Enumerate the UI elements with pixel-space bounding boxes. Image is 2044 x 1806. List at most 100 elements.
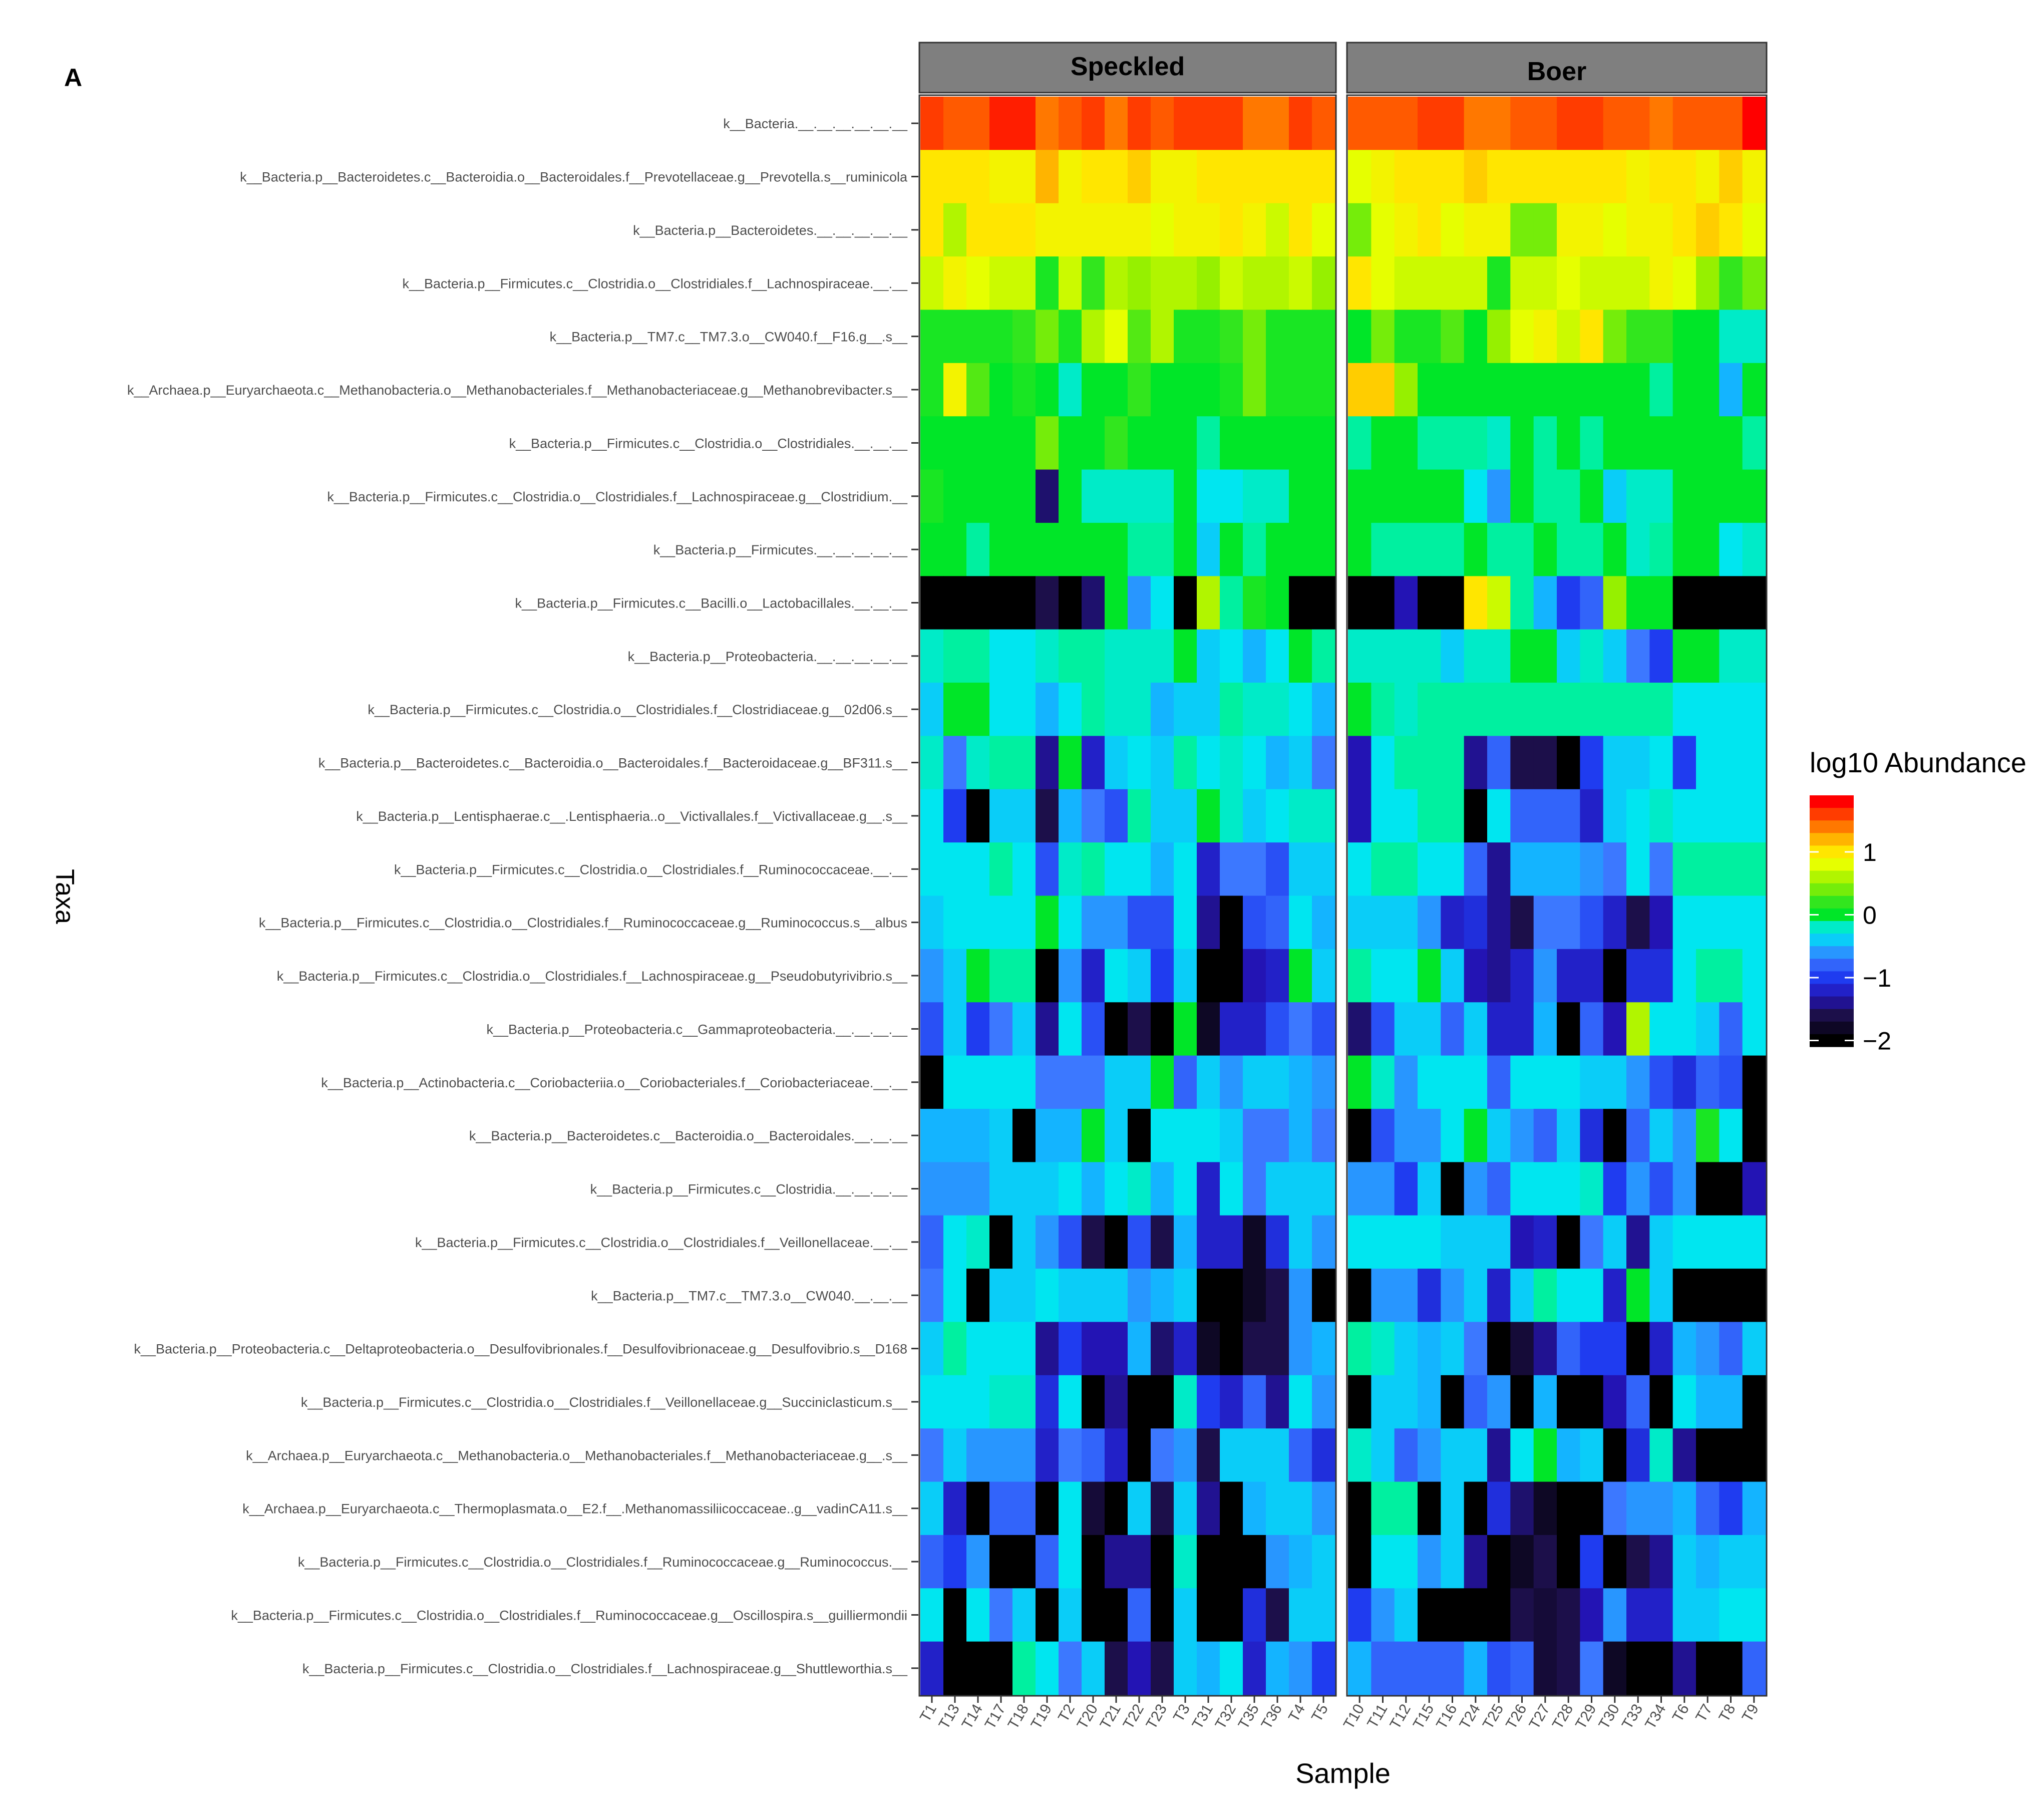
heatmap-cell [1174, 1269, 1197, 1323]
heatmap-cell [1289, 522, 1312, 576]
heatmap-cell [1533, 1481, 1557, 1536]
heatmap-cell [920, 1428, 944, 1482]
heatmap-cell [1348, 1535, 1372, 1589]
heatmap-cell [1533, 522, 1557, 576]
taxon-label: k__Bacteria.p__Firmicutes.c__Clostridia.… [277, 969, 908, 984]
taxon-label: k__Archaea.p__Euryarchaeota.c__Methanoba… [127, 383, 908, 398]
heatmap-cell [1742, 1002, 1766, 1056]
heatmap-cell [1394, 1535, 1418, 1589]
heatmap-cell [1266, 363, 1289, 417]
heatmap-cell [1174, 895, 1197, 950]
heatmap-cell [1464, 1375, 1488, 1429]
heatmap-cell [1649, 1162, 1673, 1216]
heatmap-cell [1441, 310, 1465, 364]
heatmap-cell [1418, 1535, 1441, 1589]
heatmap-cell [1243, 150, 1266, 204]
heatmap-cell [1464, 895, 1488, 950]
heatmap-cell [1510, 1641, 1534, 1695]
heatmap-cell [1174, 1215, 1197, 1269]
heatmap-cell [1036, 522, 1059, 576]
heatmap-cell [1510, 203, 1534, 257]
heatmap-cell [1082, 1002, 1105, 1056]
heatmap-cell [1533, 949, 1557, 1003]
heatmap-cell [1174, 97, 1197, 150]
heatmap-cell [1371, 1269, 1395, 1323]
heatmap-cell [1174, 416, 1197, 470]
taxon-label: k__Bacteria.p__Firmicutes.c__Bacilli.o__… [515, 596, 908, 611]
heatmap-cell [1649, 683, 1673, 736]
heatmap-cell [1036, 1641, 1059, 1695]
taxon-label: k__Bacteria.p__Firmicutes.c__Clostridia.… [415, 1235, 908, 1250]
heatmap-cell [1128, 1055, 1151, 1109]
heatmap-cell [1220, 363, 1243, 417]
heatmap-cell [1082, 842, 1105, 896]
heatmap-cell [1603, 1108, 1627, 1162]
legend-color-step [1810, 833, 1854, 846]
color-legend: log10 Abundance 1 0 −1 −2 [1810, 747, 2026, 1055]
heatmap-cell [920, 469, 944, 523]
heatmap-cell [1394, 1428, 1418, 1482]
heatmap-cell [1151, 1108, 1174, 1162]
heatmap-cell [1220, 1055, 1243, 1109]
heatmap-cell [1197, 629, 1220, 683]
taxon-label: k__Bacteria.p__Lentisphaerae.c__.Lentisp… [356, 809, 908, 824]
heatmap-cell [1243, 416, 1266, 470]
taxon-label: k__Bacteria.p__Bacteroidetes.c__Bacteroi… [318, 756, 908, 771]
heatmap-cell [1082, 949, 1105, 1003]
heatmap-cell [1151, 97, 1174, 150]
heatmap-cell [989, 97, 1013, 150]
heatmap-cell [1626, 150, 1650, 204]
heatmap-cell [1719, 416, 1743, 470]
heatmap-cell [1105, 1322, 1128, 1376]
heatmap-cell [1626, 522, 1650, 576]
heatmap-cell [1719, 1481, 1743, 1536]
heatmap-cell [1371, 1215, 1395, 1269]
heatmap-cell [1418, 736, 1441, 790]
heatmap-cell [1371, 1162, 1395, 1216]
heatmap-cell [1243, 789, 1266, 843]
heatmap-cell [1672, 895, 1696, 950]
heatmap-cell [1533, 1322, 1557, 1376]
heatmap-cell [920, 416, 944, 470]
heatmap-cell [1312, 522, 1335, 576]
heatmap-cell [943, 949, 967, 1003]
y-axis-title: Taxa [50, 869, 79, 924]
heatmap-cell [1487, 1108, 1511, 1162]
heatmap-cell [1348, 1269, 1372, 1323]
facet-strip-boer: Boer [1346, 42, 1768, 94]
heatmap-cell [943, 97, 967, 150]
heatmap-cell [1394, 1108, 1418, 1162]
heatmap-cell [943, 1481, 967, 1536]
heatmap-cell [1059, 256, 1082, 311]
heatmap-cell [1289, 629, 1312, 683]
heatmap-cell [1603, 629, 1627, 683]
heatmap-cell [1289, 1269, 1312, 1323]
taxon-label: k__Bacteria.p__Firmicutes.c__Clostridia.… [394, 862, 908, 877]
heatmap-cell [1174, 1162, 1197, 1216]
heatmap-cell [1197, 736, 1220, 790]
heatmap-cell [1441, 683, 1465, 736]
heatmap-cell [1580, 895, 1604, 950]
heatmap-cell [1082, 576, 1105, 630]
heatmap-cell [1036, 683, 1059, 736]
heatmap-cell [1580, 203, 1604, 257]
heatmap-cell [1672, 1055, 1696, 1109]
heatmap-cell [1742, 1375, 1766, 1429]
heatmap-cell [1441, 842, 1465, 896]
heatmap-cell [1394, 363, 1418, 417]
heatmap-cell [989, 1375, 1013, 1429]
heatmap-cell [1418, 416, 1441, 470]
heatmap-cell [1603, 1269, 1627, 1323]
heatmap-cell [1696, 1641, 1720, 1695]
heatmap-cell [1174, 256, 1197, 311]
heatmap-cell [1696, 310, 1720, 364]
heatmap-cell [1487, 416, 1511, 470]
heatmap-cell [1036, 1055, 1059, 1109]
heatmap-cell [1289, 789, 1312, 843]
heatmap-cell [1487, 949, 1511, 1003]
heatmap-cell [1649, 736, 1673, 790]
heatmap-cell [1533, 576, 1557, 630]
heatmap-cell [1128, 576, 1151, 630]
heatmap-cell [1626, 1641, 1650, 1695]
heatmap-cell [1719, 789, 1743, 843]
